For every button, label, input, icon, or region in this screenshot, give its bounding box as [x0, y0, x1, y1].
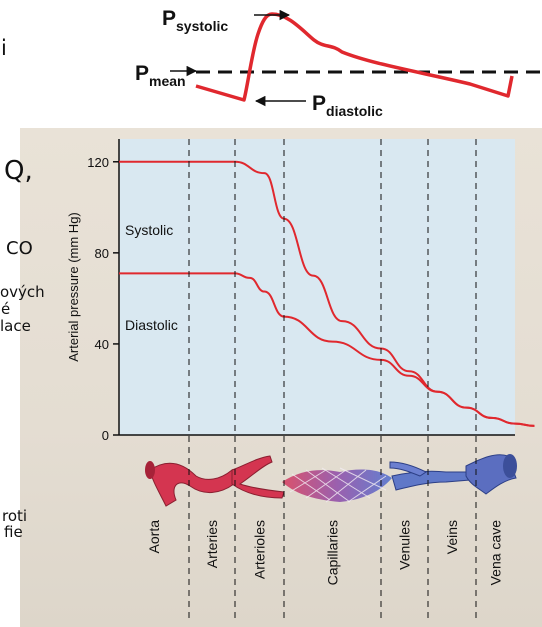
slide-text-fragment: i	[1, 36, 7, 60]
plot-area	[119, 139, 515, 435]
slide-text-fragment: fie	[4, 523, 23, 541]
slide-text-fragment: lace	[0, 317, 31, 335]
slide-text-fragment: Q,	[4, 156, 33, 186]
capillary-mesh	[289, 467, 387, 503]
y-tick-label: 0	[102, 428, 109, 443]
p-diastolic-label: Pdiastolic	[312, 92, 383, 119]
veins-illustration	[391, 470, 471, 491]
series-label-diastolic: Diastolic	[125, 317, 178, 333]
vena-cava-opening	[503, 454, 517, 478]
slide-text-fragment: é	[1, 300, 11, 318]
y-ticks: 0 40 80 120	[87, 155, 119, 443]
series-label-systolic: Systolic	[125, 222, 173, 238]
p-mean-label: Pmean	[135, 62, 186, 89]
segment-label-veins: Veins	[444, 520, 460, 554]
series-lines	[119, 160, 535, 427]
segment-label-arteries: Arteries	[204, 520, 220, 568]
y-tick-label: 120	[87, 155, 109, 170]
series-line-diastolic	[119, 272, 535, 427]
segment-label-arterioles: Arterioles	[252, 520, 268, 579]
slide-text-fragment: roti	[2, 507, 28, 525]
vessel-segment-labels: Aorta Arteries Arterioles Capillaries Venule…	[146, 520, 504, 586]
arterial-pulse-waveform	[195, 12, 514, 102]
segment-label-vena-cave: Vena cave	[488, 520, 504, 586]
slide-text-fragment: CO	[6, 238, 33, 259]
capillary-bed	[282, 469, 392, 502]
slide-text-fragment: ových	[0, 283, 45, 301]
aorta-opening	[145, 461, 155, 479]
arteries-illustration	[231, 455, 285, 499]
venule-branch	[389, 461, 427, 477]
pressure-waveform-diagram: Psystolic Pmean Pdiastolic	[135, 7, 540, 119]
blood-vessel-illustration	[145, 454, 517, 507]
segment-label-capillaries: Capillaries	[325, 520, 341, 585]
p-systolic-label: Psystolic	[162, 7, 228, 34]
aorta-illustration	[149, 462, 235, 507]
segment-label-aorta: Aorta	[146, 520, 162, 554]
y-axis-label: Arterial pressure (mm Hg)	[66, 212, 81, 362]
segment-label-venules: Venules	[397, 520, 413, 570]
y-tick-label: 80	[95, 246, 109, 261]
y-tick-label: 40	[95, 337, 109, 352]
arterial-pressure-chart: 0 40 80 120 Arterial pressure (mm Hg) Systo…	[66, 139, 535, 443]
